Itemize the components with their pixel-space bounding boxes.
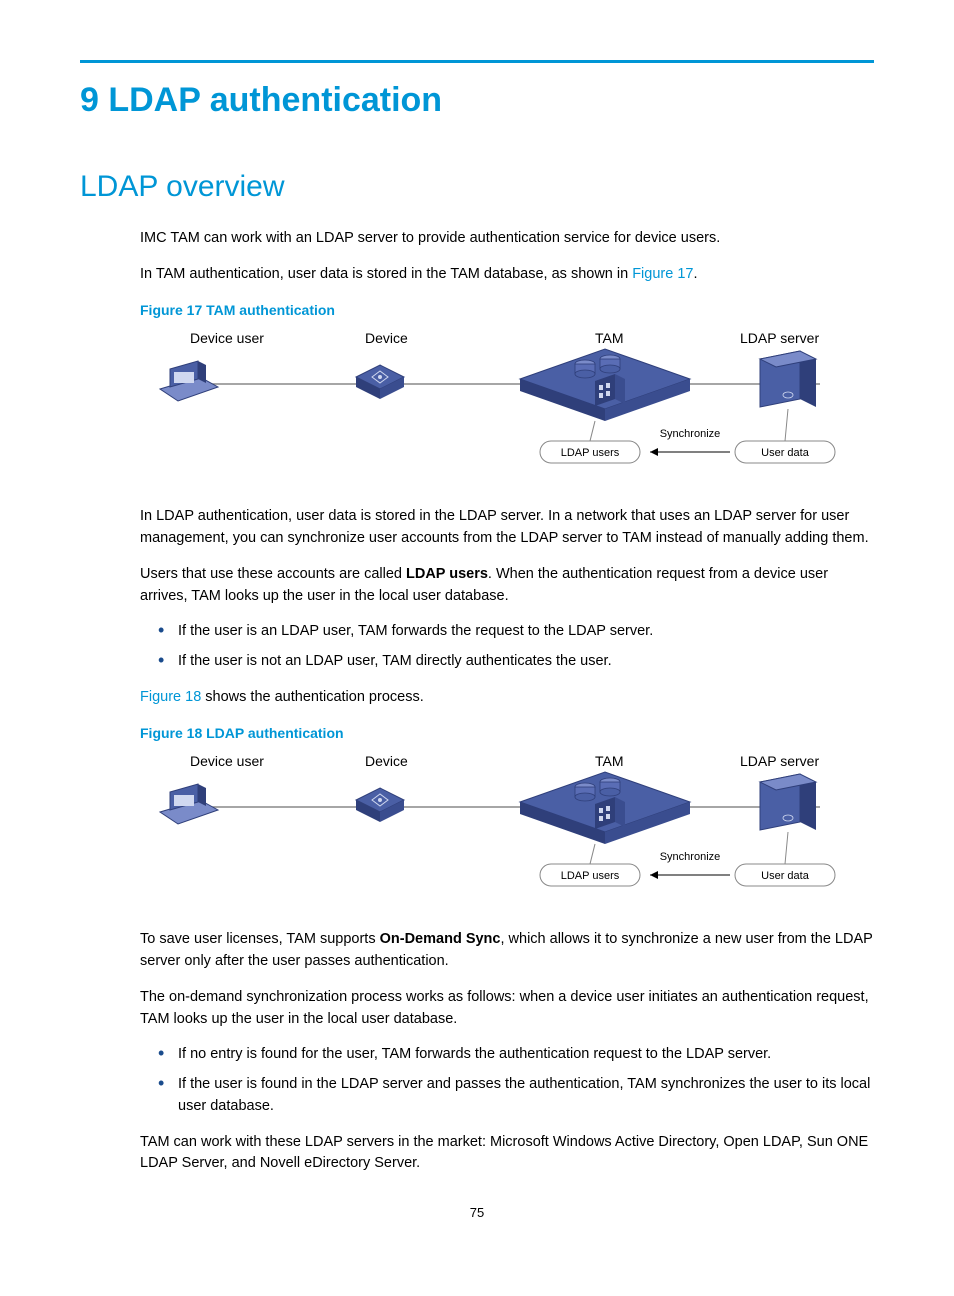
figure-18-diagram: Device user Device TAM LDAP server <box>140 752 860 902</box>
tam-cloud-icon <box>520 772 690 844</box>
text: In TAM authentication, user data is stor… <box>140 266 632 282</box>
ldap-server-icon <box>760 351 816 407</box>
paragraph: IMC TAM can work with an LDAP server to … <box>140 228 874 250</box>
paragraph: The on-demand synchronization process wo… <box>140 987 874 1031</box>
label-ldap-users: LDAP users <box>561 447 620 459</box>
section-title: LDAP overview <box>80 170 874 204</box>
bullet-list: If no entry is found for the user, TAM f… <box>140 1044 874 1117</box>
label-device-user: Device user <box>190 330 264 346</box>
sync-arrow-head <box>650 871 658 879</box>
chapter-title: 9 LDAP authentication <box>80 81 874 120</box>
label-ldap-server: LDAP server <box>740 753 819 769</box>
label-synchronize: Synchronize <box>660 851 721 863</box>
label-user-data: User data <box>761 447 810 459</box>
sync-arrow-head <box>650 448 658 456</box>
label-ldap-server: LDAP server <box>740 330 819 346</box>
leader-line <box>590 421 595 441</box>
leader-line <box>785 409 788 441</box>
label-tam: TAM <box>595 330 624 346</box>
figure-link[interactable]: Figure 17 <box>632 266 693 282</box>
device-user-icon <box>160 361 218 401</box>
tam-cloud-icon <box>520 349 690 421</box>
list-item: If the user is found in the LDAP server … <box>164 1074 874 1118</box>
text: . <box>693 266 697 282</box>
device-icon <box>356 788 404 822</box>
bold-text: On-Demand Sync <box>380 931 501 947</box>
label-user-data: User data <box>761 870 810 882</box>
leader-line <box>785 832 788 864</box>
leader-line <box>590 844 595 864</box>
text: To save user licenses, TAM supports <box>140 931 380 947</box>
label-device: Device <box>365 753 408 769</box>
label-device: Device <box>365 330 408 346</box>
figure-18-caption: Figure 18 LDAP authentication <box>140 723 874 744</box>
figure-17-caption: Figure 17 TAM authentication <box>140 300 874 321</box>
label-device-user: Device user <box>190 753 264 769</box>
bullet-list: If the user is an LDAP user, TAM forward… <box>140 621 874 673</box>
paragraph: In TAM authentication, user data is stor… <box>140 264 874 286</box>
paragraph: In LDAP authentication, user data is sto… <box>140 506 874 550</box>
list-item: If the user is not an LDAP user, TAM dir… <box>164 651 874 673</box>
ldap-server-icon <box>760 774 816 830</box>
page-number: 75 <box>80 1205 874 1220</box>
label-synchronize: Synchronize <box>660 428 721 440</box>
label-ldap-users: LDAP users <box>561 870 620 882</box>
list-item: If the user is an LDAP user, TAM forward… <box>164 621 874 643</box>
top-rule <box>80 60 874 63</box>
device-user-icon <box>160 784 218 824</box>
list-item: If no entry is found for the user, TAM f… <box>164 1044 874 1066</box>
paragraph: Figure 18 shows the authentication proce… <box>140 687 874 709</box>
paragraph: Users that use these accounts are called… <box>140 564 874 608</box>
figure-17-diagram: Device user Device TAM LDAP server <box>140 329 860 479</box>
bold-text: LDAP users <box>406 566 488 582</box>
device-icon <box>356 365 404 399</box>
text: shows the authentication process. <box>201 689 423 705</box>
figure-link[interactable]: Figure 18 <box>140 689 201 705</box>
label-tam: TAM <box>595 753 624 769</box>
paragraph: TAM can work with these LDAP servers in … <box>140 1132 874 1176</box>
paragraph: To save user licenses, TAM supports On-D… <box>140 929 874 973</box>
text: Users that use these accounts are called <box>140 566 406 582</box>
